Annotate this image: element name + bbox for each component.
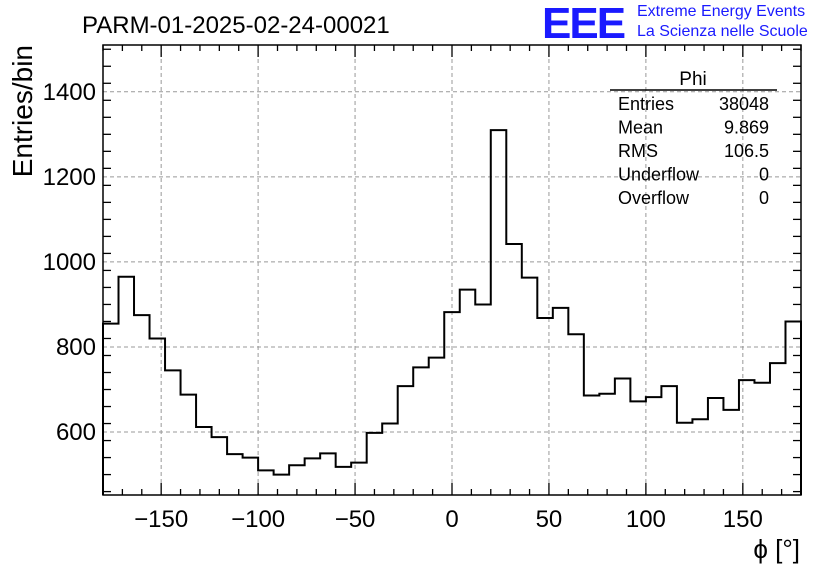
histogram-bin xyxy=(739,380,755,495)
histogram-bin xyxy=(305,458,321,495)
histogram-bin xyxy=(336,467,352,495)
stats-overflow-value: 0 xyxy=(759,188,769,208)
histogram-bin xyxy=(584,395,600,495)
histogram-bin xyxy=(475,304,491,495)
histogram-bin xyxy=(506,244,522,495)
histogram-bin xyxy=(103,324,119,495)
histogram-step-line xyxy=(102,129,802,495)
histogram-bin xyxy=(398,386,414,495)
histogram-bin xyxy=(785,321,801,495)
histogram-bin xyxy=(382,424,398,495)
stats-overflow-label: Overflow xyxy=(618,188,690,208)
histogram-bin xyxy=(274,475,290,495)
stats-rms-label: RMS xyxy=(618,141,658,161)
x-tick-label: −50 xyxy=(335,506,376,533)
histogram-bin xyxy=(491,130,507,495)
histogram-bin xyxy=(692,419,708,495)
y-tick-label: 1200 xyxy=(43,164,96,191)
y-tick-label: 1000 xyxy=(43,249,96,276)
histogram-bin xyxy=(646,397,662,495)
histogram-bin xyxy=(150,338,166,495)
histogram-bin xyxy=(227,454,243,495)
histogram-bin xyxy=(537,318,553,495)
run-title: PARM-01-2025-02-24-00021 xyxy=(82,12,390,39)
histogram-bin xyxy=(243,458,259,495)
x-tick-label: 50 xyxy=(536,506,563,533)
histogram-bin xyxy=(770,363,786,495)
histogram-bin xyxy=(119,277,135,495)
x-tick-label: 0 xyxy=(445,506,458,533)
histogram-bin xyxy=(367,433,383,495)
histogram-bin xyxy=(196,427,212,495)
eee-logo: EEE xyxy=(542,0,626,48)
y-tick-label: 1400 xyxy=(43,79,96,106)
eee-logo-line1: Extreme Energy Events xyxy=(637,3,806,20)
stats-mean-value: 9.869 xyxy=(724,118,769,138)
stats-mean-label: Mean xyxy=(618,118,663,138)
grid-lines xyxy=(103,45,801,495)
histogram-bin xyxy=(134,315,150,495)
x-tick-label: 150 xyxy=(723,506,763,533)
histogram-bin xyxy=(568,334,584,495)
histogram-bin xyxy=(258,470,274,495)
x-tick-label: −150 xyxy=(134,506,188,533)
histogram-bin xyxy=(661,386,677,495)
histogram-bin xyxy=(615,378,631,495)
y-tick-label: 800 xyxy=(56,334,96,361)
histogram-bin xyxy=(599,394,615,495)
x-tick-label: 100 xyxy=(626,506,666,533)
histogram-bin xyxy=(723,410,739,495)
histogram-bin xyxy=(351,463,367,495)
histogram-bin xyxy=(429,358,445,495)
histogram-bin xyxy=(181,395,197,495)
stats-underflow-label: Underflow xyxy=(618,165,700,185)
x-tick-label: −100 xyxy=(231,506,285,533)
histogram-bin xyxy=(522,278,538,495)
stats-rows: Entries 38048 Mean 9.869 RMS 106.5 Underflow 0 O… xyxy=(618,94,769,208)
histogram-bin xyxy=(677,423,693,495)
histogram-bin xyxy=(630,401,646,495)
y-axis: 600 800 1000 1200 1400 xyxy=(43,48,801,493)
histogram-bin xyxy=(460,290,476,495)
x-axis-label: ϕ [°] xyxy=(753,534,800,564)
stats-underflow-value: 0 xyxy=(759,165,769,185)
histogram-bin xyxy=(413,367,429,495)
stats-title: Phi xyxy=(679,69,706,90)
histogram-bin xyxy=(165,370,181,495)
stats-entries-label: Entries xyxy=(618,94,674,114)
histogram-bin xyxy=(320,453,336,495)
y-axis-label: Entries/bin xyxy=(7,45,38,177)
histogram-bin xyxy=(754,383,770,495)
histogram-bin xyxy=(708,398,724,495)
histogram-bin xyxy=(212,437,228,495)
x-axis: −150 −100 −50 0 50 100 150 xyxy=(102,45,802,533)
y-tick-label: 600 xyxy=(56,419,96,446)
stats-entries-value: 38048 xyxy=(719,94,769,114)
histogram-bin xyxy=(553,308,569,495)
stats-box: Phi Entries 38048 Mean 9.869 RMS 106.5 Underfl… xyxy=(610,69,777,208)
eee-logo-line2: La Scienza nelle Scuole xyxy=(637,23,808,40)
stats-rms-value: 106.5 xyxy=(724,141,769,161)
